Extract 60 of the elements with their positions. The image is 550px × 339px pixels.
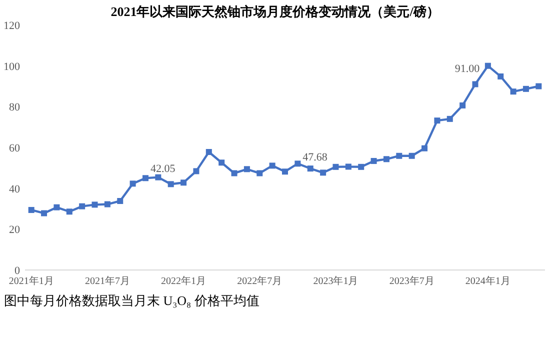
- y-tick-label: 120: [4, 20, 20, 32]
- x-tick-label: 2022年7月: [237, 275, 282, 287]
- point: [408, 152, 415, 159]
- data-label: 42.05: [150, 163, 176, 176]
- point: [294, 160, 301, 167]
- x-tick-label: 2021年1月: [8, 275, 54, 287]
- point: [345, 164, 352, 170]
- chart-title: 2021年以来国际天然铀市场月度价格变动情况（美元/磅）: [110, 4, 440, 19]
- y-tick-label: 80: [9, 102, 20, 114]
- point: [282, 168, 288, 175]
- point: [510, 88, 516, 95]
- point: [269, 162, 276, 169]
- point: [79, 203, 86, 210]
- y-tick-label: 40: [9, 183, 20, 196]
- point: [472, 81, 478, 88]
- point: [522, 86, 529, 92]
- point: [446, 116, 453, 122]
- x-tick-label: 2021年7月: [84, 275, 130, 287]
- x-tick-label: 2022年1月: [161, 275, 206, 287]
- x-tick-label: 2023年7月: [389, 275, 434, 287]
- point: [460, 102, 466, 108]
- point: [484, 62, 491, 69]
- point: [54, 204, 60, 210]
- point: [104, 201, 110, 208]
- point: [231, 170, 238, 176]
- point: [332, 164, 339, 170]
- point: [28, 206, 34, 213]
- point: [396, 152, 402, 159]
- point: [92, 202, 98, 208]
- point: [256, 170, 263, 176]
- data-label: 47.68: [302, 152, 328, 164]
- point: [206, 148, 212, 155]
- point: [498, 73, 504, 80]
- point: [422, 145, 428, 152]
- point: [434, 118, 440, 124]
- y-tick-label: 20: [9, 224, 20, 236]
- point: [155, 174, 162, 180]
- point: [383, 156, 390, 162]
- y-tick-label: 100: [4, 60, 20, 73]
- y-tick-label: 0: [14, 265, 20, 277]
- point: [358, 164, 364, 170]
- text: 图中每月价格数据取当月末 U₃O₈ 价格平均值: [4, 293, 260, 308]
- point: [180, 180, 187, 186]
- point: [193, 168, 200, 174]
- point: [307, 166, 314, 172]
- point: [130, 180, 136, 187]
- point: [244, 166, 250, 172]
- x-tick-label: 2024年1月: [465, 275, 510, 287]
- point: [66, 208, 72, 215]
- point: [320, 170, 326, 176]
- data-label: 91.00: [454, 63, 480, 76]
- x-tick-label: 2023年1月: [313, 275, 358, 287]
- point: [370, 158, 377, 164]
- point: [142, 175, 148, 182]
- point: [117, 198, 124, 204]
- point: [536, 83, 542, 90]
- point: [41, 210, 48, 216]
- y-tick-label: 60: [9, 142, 20, 154]
- point: [218, 160, 225, 166]
- point: [168, 181, 174, 188]
